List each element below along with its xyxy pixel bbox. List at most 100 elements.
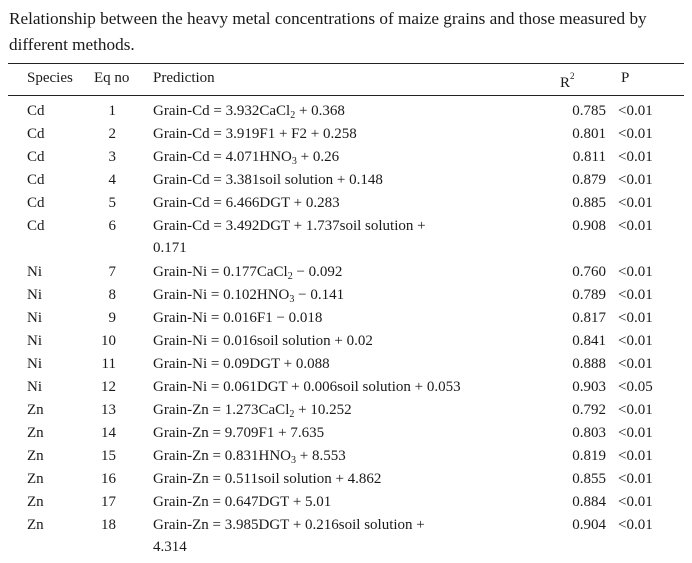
- prediction-text: Grain-Cd = 4.071HNO: [153, 149, 292, 165]
- prediction-text: 0.171: [153, 240, 187, 256]
- eq-no-cell: 8: [108, 287, 117, 303]
- prediction-line: Grain-Ni = 0.061DGT + 0.006soil solution…: [153, 376, 553, 398]
- chemical-subscript: 2: [290, 110, 296, 121]
- table-row: Ni 7 Grain-Ni = 0.177CaCl2 − 0.092 0.760 <0.…: [0, 261, 692, 284]
- prediction-line: Grain-Cd = 3.492DGT + 1.737soil solution…: [153, 215, 553, 237]
- eq-no-cell: 5: [108, 195, 117, 211]
- table-row: Cd 2 Grain-Cd = 3.919F1 + F2 + 0.258 0.801 <…: [0, 123, 692, 146]
- chemical-subscript: 3: [289, 294, 295, 305]
- prediction-cell: Grain-Cd = 3.932CaCl2 + 0.368: [153, 100, 553, 122]
- eq-no-cell: 4: [108, 172, 117, 188]
- table-row: Cd 6 Grain-Cd = 3.492DGT + 1.737soil solut…: [0, 215, 692, 261]
- prediction-cell: Grain-Ni = 0.016F1 − 0.018: [153, 307, 553, 329]
- r2-cell: 0.803: [572, 425, 606, 441]
- prediction-text: − 0.092: [292, 264, 343, 280]
- p-value-cell: <0.01: [618, 356, 653, 372]
- p-value-cell: <0.01: [618, 195, 653, 211]
- prediction-cell: Grain-Ni = 0.177CaCl2 − 0.092: [153, 261, 553, 283]
- p-value-cell: <0.01: [618, 425, 653, 441]
- table-row: Cd 3 Grain-Cd = 4.071HNO3 + 0.26 0.811 <0.01: [0, 146, 692, 169]
- eq-no-cell: 16: [101, 471, 116, 487]
- p-value-cell: <0.01: [618, 218, 653, 234]
- prediction-text: Grain-Zn = 0.831HNO: [153, 448, 292, 464]
- column-header-eq-no: Eq no: [94, 70, 130, 86]
- r2-cell: 0.841: [572, 333, 606, 349]
- eq-no-cell: 11: [101, 356, 116, 372]
- eq-no-cell: 2: [108, 126, 117, 142]
- prediction-text: Grain-Cd = 3.932CaCl: [153, 103, 291, 119]
- table-row: Zn 14 Grain-Zn = 9.709F1 + 7.635 0.803 <0.01: [0, 422, 692, 445]
- eq-no-cell: 17: [101, 494, 116, 510]
- prediction-cell: Grain-Zn = 9.709F1 + 7.635: [153, 422, 553, 444]
- prediction-cell: Grain-Cd = 3.381soil solution + 0.148: [153, 169, 553, 191]
- eq-no-cell: 6: [108, 218, 117, 234]
- eq-no-cell: 18: [101, 517, 116, 533]
- table-row: Ni 12 Grain-Ni = 0.061DGT + 0.006soil solu…: [0, 376, 692, 399]
- prediction-cell: Grain-Ni = 0.016soil solution + 0.02: [153, 330, 553, 352]
- p-value-cell: <0.01: [618, 494, 653, 510]
- table-row: Cd 5 Grain-Cd = 6.466DGT + 0.283 0.885 <0.01: [0, 192, 692, 215]
- table-row: Ni 9 Grain-Ni = 0.016F1 − 0.018 0.817 <0.01: [0, 307, 692, 330]
- eq-no-cell: 12: [101, 379, 116, 395]
- r2-cell: 0.760: [572, 264, 606, 280]
- prediction-text: Grain-Zn = 0.647DGT + 5.01: [153, 494, 332, 510]
- prediction-cell: Grain-Ni = 0.061DGT + 0.006soil solution…: [153, 376, 553, 398]
- column-header-p: P: [621, 70, 630, 86]
- prediction-line: Grain-Ni = 0.102HNO3 − 0.141: [153, 284, 553, 306]
- table-row: Cd 1 Grain-Cd = 3.932CaCl2 + 0.368 0.785 <0.…: [0, 100, 692, 123]
- chemical-subscript: 2: [289, 409, 295, 420]
- prediction-text: Grain-Zn = 1.273CaCl: [153, 402, 290, 418]
- prediction-cell: Grain-Cd = 3.919F1 + F2 + 0.258: [153, 123, 553, 145]
- species-cell: Ni: [27, 379, 42, 395]
- prediction-text: Grain-Ni = 0.177CaCl: [153, 264, 288, 280]
- table-row: Zn 15 Grain-Zn = 0.831HNO3 + 8.553 0.819 <0.…: [0, 445, 692, 468]
- table-caption: Relationship between the heavy metal con…: [9, 9, 647, 54]
- species-cell: Ni: [27, 287, 42, 303]
- prediction-text: Grain-Cd = 3.492DGT + 1.737soil solution…: [153, 218, 426, 234]
- table-body: Cd 1 Grain-Cd = 3.932CaCl2 + 0.368 0.785 <0.…: [0, 100, 692, 560]
- p-value-cell: <0.01: [618, 471, 653, 487]
- prediction-cell: Grain-Cd = 6.466DGT + 0.283: [153, 192, 553, 214]
- species-cell: Ni: [27, 310, 42, 326]
- species-cell: Cd: [27, 126, 45, 142]
- species-cell: Zn: [27, 471, 44, 487]
- prediction-cell: Grain-Zn = 0.511soil solution + 4.862: [153, 468, 553, 490]
- species-cell: Cd: [27, 218, 45, 234]
- prediction-line: Grain-Zn = 0.647DGT + 5.01: [153, 491, 553, 513]
- p-value-cell: <0.05: [618, 379, 653, 395]
- r2-cell: 0.785: [572, 103, 606, 119]
- prediction-line: Grain-Zn = 0.831HNO3 + 8.553: [153, 445, 553, 467]
- table-row: Zn 18 Grain-Zn = 3.985DGT + 0.216soil solu…: [0, 514, 692, 560]
- species-cell: Zn: [27, 494, 44, 510]
- prediction-cell: Grain-Cd = 4.071HNO3 + 0.26: [153, 146, 553, 168]
- prediction-text: Grain-Ni = 0.102HNO: [153, 287, 290, 303]
- eq-no-cell: 10: [101, 333, 116, 349]
- species-cell: Ni: [27, 264, 42, 280]
- p-value-cell: <0.01: [618, 448, 653, 464]
- eq-no-cell: 15: [101, 448, 116, 464]
- species-cell: Zn: [27, 517, 44, 533]
- column-header-r2: R2: [560, 67, 575, 94]
- table-row: Ni 10 Grain-Ni = 0.016soil solution + 0.02…: [0, 330, 692, 353]
- prediction-line: 4.314: [153, 536, 553, 558]
- p-value-cell: <0.01: [618, 103, 653, 119]
- chemical-subscript: 2: [287, 271, 293, 282]
- p-value-cell: <0.01: [618, 517, 653, 533]
- eq-no-cell: 3: [108, 149, 117, 165]
- prediction-text: − 0.141: [294, 287, 345, 303]
- p-value-cell: <0.01: [618, 287, 653, 303]
- prediction-text: Grain-Zn = 0.511soil solution + 4.862: [153, 471, 382, 487]
- species-cell: Ni: [27, 333, 42, 349]
- r2-cell: 0.879: [572, 172, 606, 188]
- species-cell: Zn: [27, 402, 44, 418]
- eq-no-cell: 13: [101, 402, 116, 418]
- r2-cell: 0.888: [572, 356, 606, 372]
- table-row: Zn 13 Grain-Zn = 1.273CaCl2 + 10.252 0.792 <…: [0, 399, 692, 422]
- table-row: Zn 17 Grain-Zn = 0.647DGT + 5.01 0.884 <0.01: [0, 491, 692, 514]
- prediction-line: Grain-Cd = 4.071HNO3 + 0.26: [153, 146, 553, 168]
- prediction-text: + 0.368: [295, 103, 345, 119]
- eq-no-cell: 14: [101, 425, 116, 441]
- prediction-line: Grain-Zn = 1.273CaCl2 + 10.252: [153, 399, 553, 421]
- prediction-text: Grain-Cd = 3.381soil solution + 0.148: [153, 172, 383, 188]
- column-header-prediction: Prediction: [153, 70, 215, 86]
